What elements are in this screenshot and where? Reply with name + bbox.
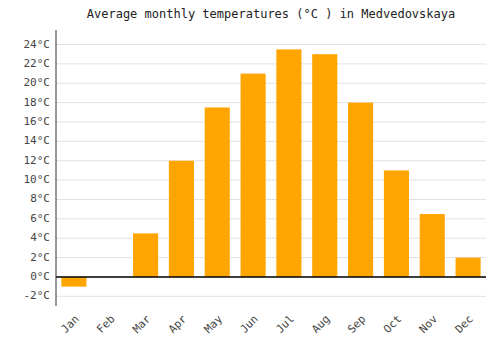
grid-line bbox=[56, 83, 486, 84]
grid-line bbox=[56, 102, 486, 103]
x-axis: Jan Feb Mar Apr May Jun Jul Aug Sep Oct Nov Dec bbox=[58, 312, 475, 336]
y-tick-label: 6°C bbox=[30, 212, 50, 225]
y-tick-label: 16°C bbox=[24, 115, 51, 128]
x-tick-label: May bbox=[202, 312, 226, 336]
chart-container: Average monthly temperatures (°C ) in Me… bbox=[0, 0, 500, 350]
y-tick-label: 20°C bbox=[24, 76, 51, 89]
x-tick-label: Mar bbox=[130, 312, 154, 336]
title: Average monthly temperatures (°C ) in Me… bbox=[87, 7, 455, 21]
y-tick-label: 14°C bbox=[24, 134, 51, 147]
y-tick-label: 8°C bbox=[30, 192, 50, 205]
grid-line bbox=[56, 141, 486, 142]
x-tick-label: Apr bbox=[166, 312, 190, 336]
bar bbox=[241, 74, 266, 277]
bar bbox=[312, 54, 337, 277]
y-axis: -2°C 0°C 2°C 4°C 6°C 8°C 10°C 12°C 14°C 16°C 18°C 2… bbox=[24, 38, 51, 303]
grid-line bbox=[56, 160, 486, 161]
bar bbox=[420, 214, 445, 277]
grid-line bbox=[56, 296, 486, 297]
x-tick-label: Jan bbox=[58, 313, 81, 336]
y-axis-line bbox=[56, 30, 57, 306]
x-tick-label: Feb bbox=[94, 313, 117, 336]
y-tick-label: -2°C bbox=[24, 289, 51, 302]
y-tick-label: 18°C bbox=[24, 96, 51, 109]
y-tick-label: 10°C bbox=[24, 173, 51, 186]
bar bbox=[348, 103, 373, 277]
x-tick-label: Aug bbox=[309, 313, 332, 336]
y-tick-label: 4°C bbox=[30, 231, 50, 244]
bar bbox=[384, 170, 409, 277]
x-tick-label: Oct bbox=[381, 313, 404, 336]
grid bbox=[56, 45, 486, 297]
grid-line bbox=[56, 276, 486, 277]
x-tick-label: Sep bbox=[345, 313, 368, 336]
bar bbox=[456, 258, 481, 277]
y-tick-label: 12°C bbox=[24, 154, 51, 167]
grid-line bbox=[56, 199, 486, 200]
y-tick-label: 2°C bbox=[30, 251, 50, 264]
x-tick-label: Dec bbox=[453, 313, 476, 336]
y-tick-label: 24°C bbox=[24, 38, 51, 51]
y-tick-label: 22°C bbox=[24, 57, 51, 70]
y-tick-label: 0°C bbox=[30, 270, 50, 283]
grid-line bbox=[56, 122, 486, 123]
bar bbox=[133, 233, 158, 277]
x-tick-label: Jul bbox=[273, 313, 296, 336]
bar bbox=[276, 49, 301, 277]
bars bbox=[61, 49, 480, 286]
bar bbox=[169, 161, 194, 277]
x-tick-label: Nov bbox=[417, 312, 441, 336]
bar bbox=[205, 107, 230, 276]
baseline bbox=[56, 276, 486, 278]
grid-line bbox=[56, 63, 486, 64]
grid-line bbox=[56, 180, 486, 181]
bar bbox=[61, 277, 86, 287]
x-tick-label: Jun bbox=[238, 313, 261, 336]
chart-svg: Average monthly temperatures (°C ) in Me… bbox=[0, 0, 500, 350]
grid-line bbox=[56, 44, 486, 45]
